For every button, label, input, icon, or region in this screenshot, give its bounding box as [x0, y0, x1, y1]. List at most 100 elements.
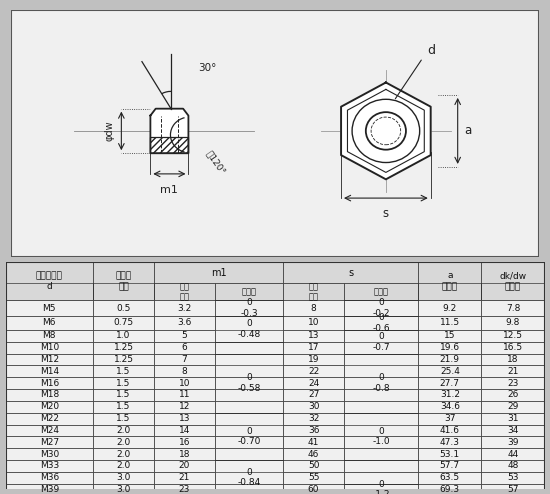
FancyBboxPatch shape — [481, 472, 544, 484]
Text: 0
-0.6: 0 -0.6 — [372, 313, 390, 332]
FancyBboxPatch shape — [154, 377, 215, 389]
Text: 34: 34 — [507, 426, 519, 435]
Text: 17: 17 — [308, 343, 320, 352]
FancyBboxPatch shape — [93, 377, 154, 389]
Text: M14: M14 — [40, 367, 59, 376]
Text: 25.4: 25.4 — [440, 367, 460, 376]
Text: 1.25: 1.25 — [113, 355, 134, 364]
FancyBboxPatch shape — [283, 377, 344, 389]
Text: 3.0: 3.0 — [117, 473, 131, 482]
FancyBboxPatch shape — [154, 472, 215, 484]
FancyBboxPatch shape — [344, 460, 419, 472]
Text: M18: M18 — [40, 390, 59, 400]
Text: 31.2: 31.2 — [440, 390, 460, 400]
FancyBboxPatch shape — [154, 354, 215, 366]
Text: 41.6: 41.6 — [440, 426, 460, 435]
FancyBboxPatch shape — [283, 460, 344, 472]
FancyBboxPatch shape — [215, 436, 283, 448]
FancyBboxPatch shape — [344, 377, 419, 389]
FancyBboxPatch shape — [419, 436, 481, 448]
Text: 16: 16 — [179, 438, 190, 447]
FancyBboxPatch shape — [419, 412, 481, 424]
Bar — [150, 109, 189, 153]
FancyBboxPatch shape — [419, 262, 481, 300]
Text: 57.7: 57.7 — [440, 461, 460, 470]
Text: 0
-0.7: 0 -0.7 — [372, 332, 390, 352]
Text: 23: 23 — [507, 379, 519, 388]
Text: 1.5: 1.5 — [117, 390, 131, 400]
Text: 36: 36 — [308, 426, 320, 435]
FancyBboxPatch shape — [283, 401, 344, 412]
FancyBboxPatch shape — [419, 424, 481, 436]
Text: M8: M8 — [42, 331, 56, 340]
FancyBboxPatch shape — [419, 316, 481, 330]
FancyBboxPatch shape — [6, 484, 93, 494]
FancyBboxPatch shape — [283, 412, 344, 424]
FancyBboxPatch shape — [283, 330, 344, 342]
FancyBboxPatch shape — [419, 300, 481, 316]
FancyBboxPatch shape — [215, 284, 283, 300]
Text: M12: M12 — [40, 355, 59, 364]
FancyBboxPatch shape — [215, 366, 283, 377]
Text: 21.9: 21.9 — [440, 355, 460, 364]
FancyBboxPatch shape — [93, 389, 154, 401]
FancyBboxPatch shape — [215, 424, 283, 436]
FancyBboxPatch shape — [154, 262, 283, 284]
FancyBboxPatch shape — [215, 412, 283, 460]
Text: 0
-1.2: 0 -1.2 — [372, 480, 390, 494]
FancyBboxPatch shape — [6, 262, 93, 300]
FancyBboxPatch shape — [283, 436, 344, 448]
FancyBboxPatch shape — [215, 484, 283, 494]
FancyBboxPatch shape — [6, 424, 93, 436]
FancyBboxPatch shape — [481, 342, 544, 354]
Text: M27: M27 — [40, 438, 59, 447]
FancyBboxPatch shape — [93, 401, 154, 412]
Text: 1.5: 1.5 — [117, 414, 131, 423]
FancyBboxPatch shape — [419, 389, 481, 401]
FancyBboxPatch shape — [215, 377, 283, 389]
FancyBboxPatch shape — [154, 284, 215, 300]
Text: 46: 46 — [308, 450, 320, 458]
FancyBboxPatch shape — [481, 300, 544, 316]
Text: 24: 24 — [308, 379, 319, 388]
Text: 0
-0.70: 0 -0.70 — [238, 427, 261, 446]
Text: 53: 53 — [507, 473, 519, 482]
FancyBboxPatch shape — [93, 412, 154, 424]
FancyBboxPatch shape — [215, 342, 283, 354]
FancyBboxPatch shape — [93, 484, 154, 494]
FancyBboxPatch shape — [93, 472, 154, 484]
Text: 8: 8 — [311, 304, 316, 313]
FancyBboxPatch shape — [283, 284, 344, 300]
FancyBboxPatch shape — [481, 316, 544, 330]
FancyBboxPatch shape — [481, 401, 544, 412]
FancyBboxPatch shape — [6, 472, 93, 484]
FancyBboxPatch shape — [344, 354, 419, 412]
Polygon shape — [341, 82, 431, 179]
FancyBboxPatch shape — [215, 389, 283, 401]
Text: 0
-0.8: 0 -0.8 — [372, 373, 390, 393]
FancyBboxPatch shape — [344, 448, 419, 460]
FancyBboxPatch shape — [154, 424, 215, 436]
Text: 許容差: 許容差 — [373, 288, 389, 296]
Text: 1.5: 1.5 — [117, 367, 131, 376]
FancyBboxPatch shape — [283, 342, 344, 354]
Text: 9.8: 9.8 — [506, 319, 520, 328]
FancyBboxPatch shape — [419, 354, 481, 366]
Text: 基準
寸法: 基準 寸法 — [309, 282, 318, 302]
FancyBboxPatch shape — [93, 436, 154, 448]
Text: M10: M10 — [40, 343, 59, 352]
FancyBboxPatch shape — [283, 316, 344, 330]
FancyBboxPatch shape — [481, 389, 544, 401]
FancyBboxPatch shape — [344, 342, 419, 354]
Text: 12: 12 — [179, 402, 190, 412]
Text: 1.25: 1.25 — [113, 343, 134, 352]
FancyBboxPatch shape — [154, 484, 215, 494]
FancyBboxPatch shape — [6, 436, 93, 448]
Text: a: a — [464, 124, 471, 137]
FancyBboxPatch shape — [419, 460, 481, 472]
Text: 19.6: 19.6 — [440, 343, 460, 352]
Text: 1.0: 1.0 — [117, 331, 131, 340]
Text: 19: 19 — [308, 355, 320, 364]
FancyBboxPatch shape — [215, 448, 283, 460]
FancyBboxPatch shape — [154, 300, 215, 316]
